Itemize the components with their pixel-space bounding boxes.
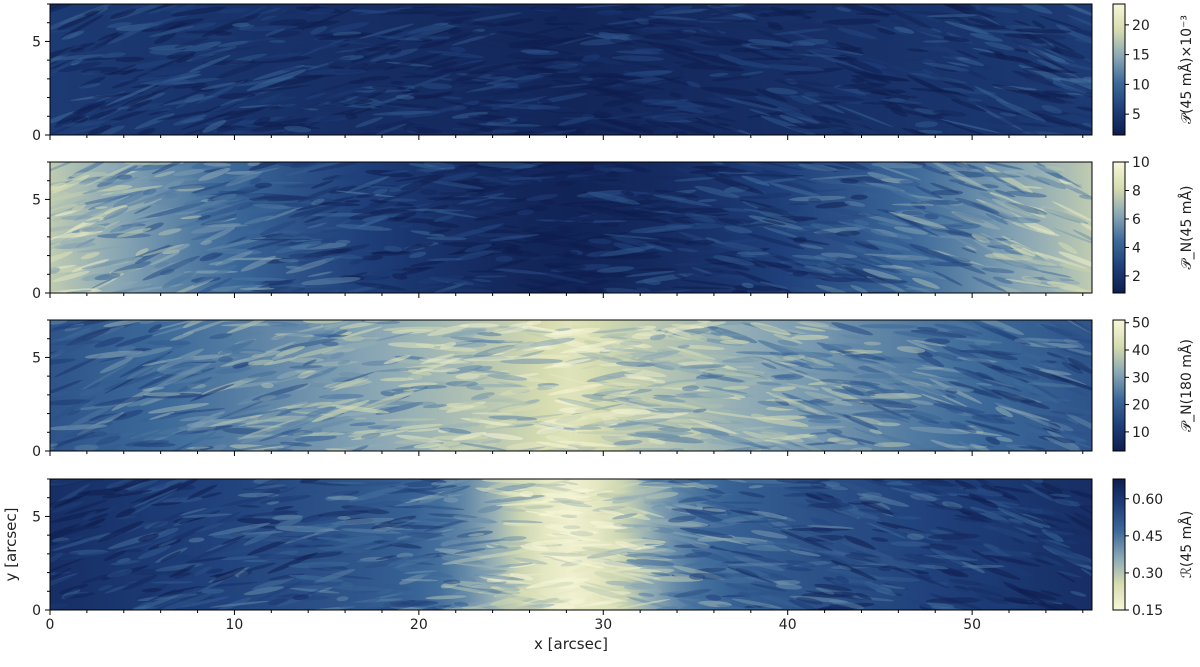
colorbar-tick-label: 6 xyxy=(1132,212,1141,228)
y-tick-label: 0 xyxy=(32,128,41,144)
panel-4: 0 10 20 30 40 50 0 5 x [arcsec] y [arcsec] 0.15 0.3… xyxy=(2,478,1195,653)
colorbar-gradient xyxy=(1112,3,1126,136)
x-tick-label: 10 xyxy=(226,617,244,633)
x-tick-label: 50 xyxy=(963,617,981,633)
colorbar-gradient xyxy=(1112,319,1126,452)
colorbar: 2 4 6 8 10 𝒫_N(45 mÅ) xyxy=(1112,155,1195,294)
colorbar-tick-label: 10 xyxy=(1132,155,1150,171)
colorbar-tick-label: 5 xyxy=(1132,107,1141,123)
y-tick-label: 5 xyxy=(32,34,41,50)
colorbar-tick-label: 30 xyxy=(1132,370,1150,386)
colorbar-tick-label: 10 xyxy=(1132,425,1150,441)
y-tick-label: 0 xyxy=(32,603,41,619)
colorbar-tick-label: 10 xyxy=(1132,77,1150,93)
heatmap-texture xyxy=(50,479,1092,610)
colorbar: 0.15 0.30 0.45 0.60 ℛ(45 mÅ) xyxy=(1112,478,1195,619)
colorbar-tick-label: 50 xyxy=(1132,316,1150,332)
y-tick-label: 5 xyxy=(32,509,41,525)
y-axis-label: y [arcsec] xyxy=(2,508,20,582)
colorbar-label: 𝒫(45 mÅ)×10⁻³ xyxy=(1178,15,1195,124)
x-tick-label: 40 xyxy=(779,617,797,633)
y-tick-label: 5 xyxy=(32,192,41,208)
colorbar-tick-label: 20 xyxy=(1132,398,1150,414)
colorbar: 10 20 30 40 50 𝒫_N(180 mÅ) xyxy=(1112,316,1195,452)
colorbar-label: 𝒫_N(45 mÅ) xyxy=(1178,186,1195,270)
colorbar-tick-label: 20 xyxy=(1132,18,1150,34)
colorbar-tick-label: 40 xyxy=(1132,343,1150,359)
colorbar-tick-label: 15 xyxy=(1132,48,1150,64)
colorbar-tick-label: 4 xyxy=(1132,240,1141,256)
colorbar-gradient xyxy=(1112,478,1126,611)
colorbar-gradient xyxy=(1112,161,1126,294)
colorbar-tick-label: 8 xyxy=(1132,183,1141,199)
panel-2: 0 5 2 4 6 8 10 𝒫_N(45 mÅ) xyxy=(32,155,1195,302)
x-tick-label: 30 xyxy=(594,617,612,633)
colorbar-tick-label: 0.45 xyxy=(1132,529,1163,545)
y-tick-label: 0 xyxy=(32,286,41,302)
axes-frame xyxy=(49,478,1093,611)
axes-frame xyxy=(49,161,1093,294)
axes-frame xyxy=(49,319,1093,452)
x-axis-label: x [arcsec] xyxy=(534,635,608,653)
colorbar-tick-label: 0.15 xyxy=(1132,603,1163,619)
heatmap-texture xyxy=(50,4,1092,135)
heatmap-texture xyxy=(50,162,1092,293)
panel-1: 0 5 5 10 15 20 𝒫(45 mÅ)×10⁻³ xyxy=(32,3,1195,144)
panel-3: 0 5 10 20 30 40 50 𝒫_N(180 mÅ) xyxy=(32,316,1195,460)
colorbar-tick-label: 0.30 xyxy=(1132,566,1163,582)
y-tick-label: 5 xyxy=(32,350,41,366)
y-tick-label: 0 xyxy=(32,444,41,460)
colorbar-tick-label: 0.60 xyxy=(1132,492,1163,508)
x-tick-label: 0 xyxy=(46,617,55,633)
colorbar: 5 10 15 20 𝒫(45 mÅ)×10⁻³ xyxy=(1112,3,1195,136)
x-tick-label: 20 xyxy=(410,617,428,633)
heatmap-texture xyxy=(50,320,1092,451)
colorbar-label: 𝒫_N(180 mÅ) xyxy=(1178,339,1195,432)
axes-frame xyxy=(49,3,1093,136)
colorbar-tick-label: 2 xyxy=(1132,269,1141,285)
colorbar-label: ℛ(45 mÅ) xyxy=(1178,511,1195,579)
